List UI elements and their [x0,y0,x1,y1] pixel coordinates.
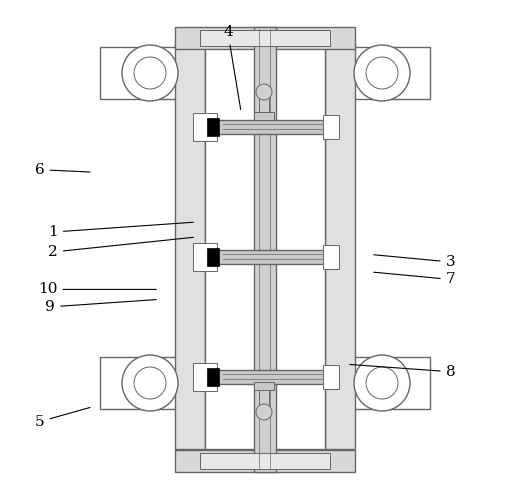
Bar [193,113,217,141]
Bar [207,248,219,266]
Bar [100,47,205,99]
Bar [259,94,269,112]
Circle shape [134,367,166,399]
Text: 2: 2 [48,238,193,259]
Circle shape [256,84,272,100]
Circle shape [354,355,410,411]
Bar [205,250,325,264]
Bar [325,47,430,99]
Bar [175,27,355,49]
Bar [175,44,205,449]
Text: 3: 3 [374,255,455,269]
Circle shape [256,404,272,420]
Bar [200,30,330,46]
Text: 9: 9 [46,299,156,314]
Bar [207,118,219,136]
Bar [205,44,325,449]
Bar [325,44,355,449]
Text: 8: 8 [350,364,455,379]
Bar [200,453,330,469]
Bar [254,112,274,120]
Text: 6: 6 [35,163,90,177]
Circle shape [122,45,178,101]
Bar [325,357,430,409]
Bar [100,357,205,409]
Bar [205,120,325,134]
Bar [193,243,217,271]
Circle shape [134,57,166,89]
Circle shape [354,45,410,101]
Bar [254,382,274,390]
Text: 10: 10 [38,282,156,296]
Bar [259,390,269,408]
Text: 7: 7 [374,272,455,286]
Circle shape [122,355,178,411]
Bar [323,115,339,139]
Text: 1: 1 [48,222,193,239]
Bar [207,368,219,386]
Bar [205,370,325,384]
Bar [323,365,339,389]
Bar [175,450,355,472]
Text: 4: 4 [223,25,241,110]
Bar [193,363,217,391]
Bar [323,245,339,269]
Circle shape [366,57,398,89]
Text: 5: 5 [35,408,90,429]
Circle shape [366,367,398,399]
Bar [254,27,276,472]
